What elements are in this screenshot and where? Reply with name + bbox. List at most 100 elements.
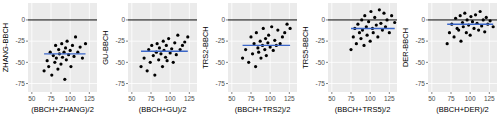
- grid-line-y: [328, 62, 397, 63]
- point: [56, 68, 59, 71]
- panel: -75-50-2505075100125(BBCH+GU)/2GU-BBCH: [101, 3, 197, 114]
- point: [170, 47, 173, 50]
- tick-y: [226, 62, 228, 63]
- point: [485, 16, 488, 19]
- tick-label-x: 50: [228, 95, 236, 102]
- point: [474, 13, 477, 16]
- grid-line-x: [451, 3, 452, 92]
- tick-label-y: -50: [216, 59, 226, 66]
- tick-y: [26, 41, 28, 42]
- tick-y: [26, 62, 28, 63]
- x-axis-label: (BBCH+TRS5)/2: [335, 105, 391, 114]
- tick-y: [426, 83, 428, 84]
- point: [459, 40, 462, 43]
- point: [259, 40, 262, 43]
- point: [448, 31, 451, 34]
- x-axis-label: (BBCH+TRS2)/2: [235, 105, 291, 114]
- mean-line: [44, 53, 85, 54]
- point: [362, 44, 365, 47]
- point: [264, 37, 267, 40]
- point: [65, 58, 68, 61]
- point: [159, 52, 162, 55]
- point: [270, 25, 273, 28]
- reference-line: [428, 19, 497, 20]
- tick-label-y: 0: [321, 16, 325, 23]
- tick-y: [26, 19, 28, 20]
- point: [72, 55, 75, 58]
- point: [366, 34, 369, 37]
- point: [376, 35, 379, 38]
- point: [367, 20, 370, 23]
- tick-label-x: 125: [284, 95, 295, 102]
- point: [254, 65, 257, 68]
- grid-line-x: [251, 3, 252, 92]
- point: [359, 37, 362, 40]
- grid-line-y: [328, 83, 397, 84]
- tick-label-y: 0: [221, 16, 225, 23]
- point: [150, 44, 153, 47]
- point: [466, 18, 469, 21]
- tick-label-x: 50: [328, 95, 336, 102]
- grid-line-x: [489, 3, 490, 92]
- reference-line: [128, 19, 197, 20]
- grid-line-x: [231, 3, 232, 92]
- tick-y: [26, 83, 28, 84]
- point: [55, 56, 58, 59]
- point: [482, 18, 485, 21]
- tick-y: [326, 62, 328, 63]
- point: [69, 49, 72, 52]
- tick-label-x: 125: [384, 95, 395, 102]
- point: [360, 18, 363, 21]
- point: [167, 37, 170, 40]
- y-axis-label: TRS5-BBCH: [301, 26, 310, 69]
- point: [479, 10, 482, 13]
- point: [283, 31, 286, 34]
- point: [152, 54, 155, 57]
- point: [477, 29, 480, 32]
- point: [241, 56, 244, 59]
- point: [53, 61, 56, 64]
- point: [463, 12, 466, 15]
- tick-y: [426, 62, 428, 63]
- point: [446, 42, 449, 45]
- point: [469, 15, 472, 18]
- marks: [428, 10, 497, 45]
- tick-y: [126, 41, 128, 42]
- grid-line-y: [28, 62, 97, 63]
- point: [265, 54, 268, 57]
- y-axis-label: ZHANG-BBCH: [1, 23, 10, 73]
- point: [492, 25, 495, 28]
- point: [255, 31, 258, 34]
- point: [352, 35, 355, 38]
- grid-line-y: [428, 62, 497, 63]
- tick-y: [326, 83, 328, 84]
- point: [181, 44, 184, 47]
- tick-label-y: -25: [116, 37, 126, 44]
- grid-line-y: [228, 41, 297, 42]
- tick-label-y: 0: [21, 16, 25, 23]
- point: [139, 65, 142, 68]
- plot-background: [128, 3, 197, 92]
- grid-line-x: [131, 3, 132, 92]
- grid-line-x: [370, 3, 371, 92]
- point: [166, 59, 169, 62]
- marks: [228, 20, 297, 68]
- point: [64, 46, 67, 49]
- tick-label-y: -50: [16, 59, 26, 66]
- point: [61, 56, 64, 59]
- point: [81, 56, 84, 59]
- point: [363, 14, 366, 17]
- point: [459, 14, 462, 17]
- tick-label-x: 50: [128, 95, 136, 102]
- point: [175, 53, 178, 56]
- point: [373, 16, 376, 19]
- point: [63, 78, 66, 81]
- grid-line-x: [151, 3, 152, 92]
- x-axis-label: (BBCH+DER)/2: [436, 105, 488, 114]
- tick-label-y: -25: [216, 37, 226, 44]
- tick-label-y: -75: [116, 80, 126, 87]
- point: [263, 48, 266, 51]
- grid-line-y: [128, 83, 197, 84]
- point: [285, 23, 288, 26]
- point: [483, 30, 486, 33]
